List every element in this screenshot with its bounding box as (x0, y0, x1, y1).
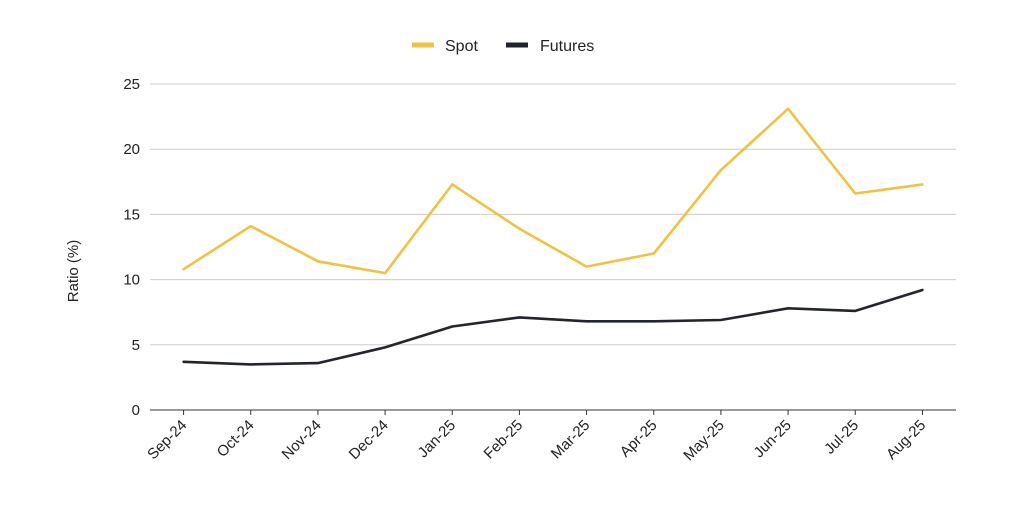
y-tick-label: 10 (123, 272, 140, 289)
y-tick-label: 15 (123, 206, 140, 223)
x-tick-label: Feb-25 (481, 417, 527, 463)
series-line-futures (184, 290, 923, 364)
x-tick-label: Jan-25 (415, 417, 459, 461)
gridlines (150, 84, 956, 345)
series-lines (184, 109, 923, 365)
x-tick-label: May-25 (680, 417, 727, 464)
x-tick-label: Nov-24 (279, 417, 325, 463)
y-tick-label: 0 (132, 402, 140, 419)
x-tick-label: Apr-25 (617, 417, 661, 461)
y-axis-label: Ratio (%) (65, 240, 82, 303)
x-tick-label: Aug-25 (883, 417, 929, 463)
x-tick-label: Mar-25 (548, 417, 594, 463)
legend: Spot Futures (412, 38, 594, 55)
x-tick-labels: Sep-24 Oct-24 Nov-24 Dec-24 Jan-25 Feb-25 Mar-… (144, 417, 929, 464)
x-tick-label: Oct-24 (214, 417, 258, 461)
series-line-spot (184, 109, 923, 273)
y-tick-label: 25 (123, 76, 140, 93)
x-tick-label: Jul-25 (821, 417, 862, 458)
y-tick-label: 5 (132, 337, 140, 354)
x-tick-label: Jun-25 (750, 417, 794, 461)
x-tick-label: Dec-24 (346, 417, 392, 463)
x-tick-label: Sep-24 (144, 417, 190, 463)
y-tick-label: 20 (123, 141, 140, 158)
legend-label-spot: Spot (445, 38, 478, 55)
legend-label-futures: Futures (540, 38, 594, 55)
y-tick-labels: 0 5 10 15 20 25 (123, 76, 140, 419)
axes (150, 410, 956, 415)
